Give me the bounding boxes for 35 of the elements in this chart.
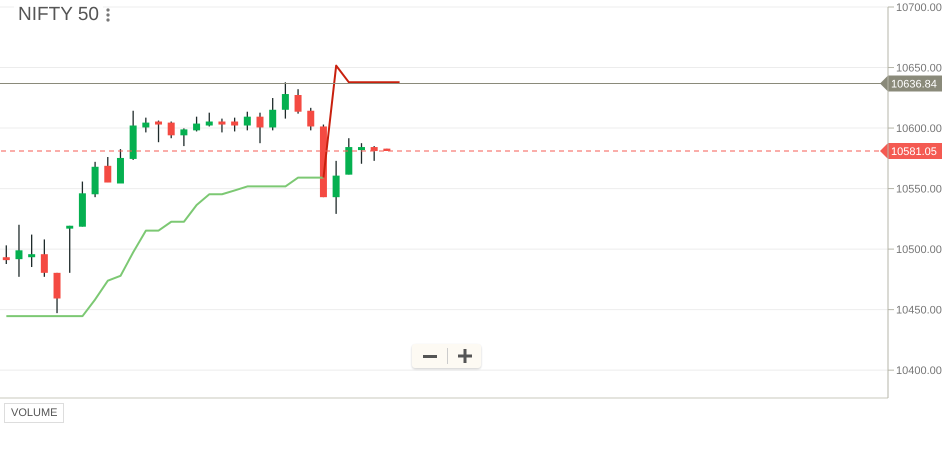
ref-line-label: 10581.05: [891, 146, 937, 158]
ref-line-label: 10636.84: [891, 78, 937, 90]
candlestick: [104, 156, 112, 184]
candlestick: [332, 160, 340, 215]
y-tick-label: 10600.00: [896, 122, 942, 135]
chart-title: NIFTY 50: [14, 4, 103, 26]
line-series: [5, 176, 324, 318]
candlestick: [142, 116, 150, 134]
candlestick: [168, 120, 175, 139]
candlestick: [244, 111, 251, 132]
candlestick: [231, 116, 238, 132]
y-tick-label: 10650.00: [896, 62, 942, 74]
candlestick: [370, 145, 378, 162]
candlestick: [294, 88, 302, 114]
candlestick: [282, 82, 289, 120]
candlestick: [269, 97, 276, 132]
candlestick: [218, 118, 226, 134]
y-tick-label: 10700.00: [896, 2, 942, 14]
y-tick-label: 10500.00: [896, 244, 942, 256]
y-tick-label: 10400.00: [896, 365, 942, 378]
candlestick: [206, 112, 213, 128]
y-tick-label: 10450.00: [896, 304, 942, 317]
candlestick: [193, 116, 200, 132]
candlestick: [28, 234, 36, 268]
candlestick: [358, 142, 365, 164]
text: VOLUME: [4, 403, 64, 423]
candlestick: [15, 224, 22, 278]
candlestick: [307, 107, 314, 132]
candlestick: [256, 112, 264, 144]
y-tick-label: 10550.00: [896, 183, 942, 196]
candlestick: [40, 238, 48, 278]
candlestick: [155, 120, 162, 143]
candlestick: [180, 128, 188, 147]
candlestick: [66, 225, 74, 274]
candlestick: [2, 244, 10, 265]
